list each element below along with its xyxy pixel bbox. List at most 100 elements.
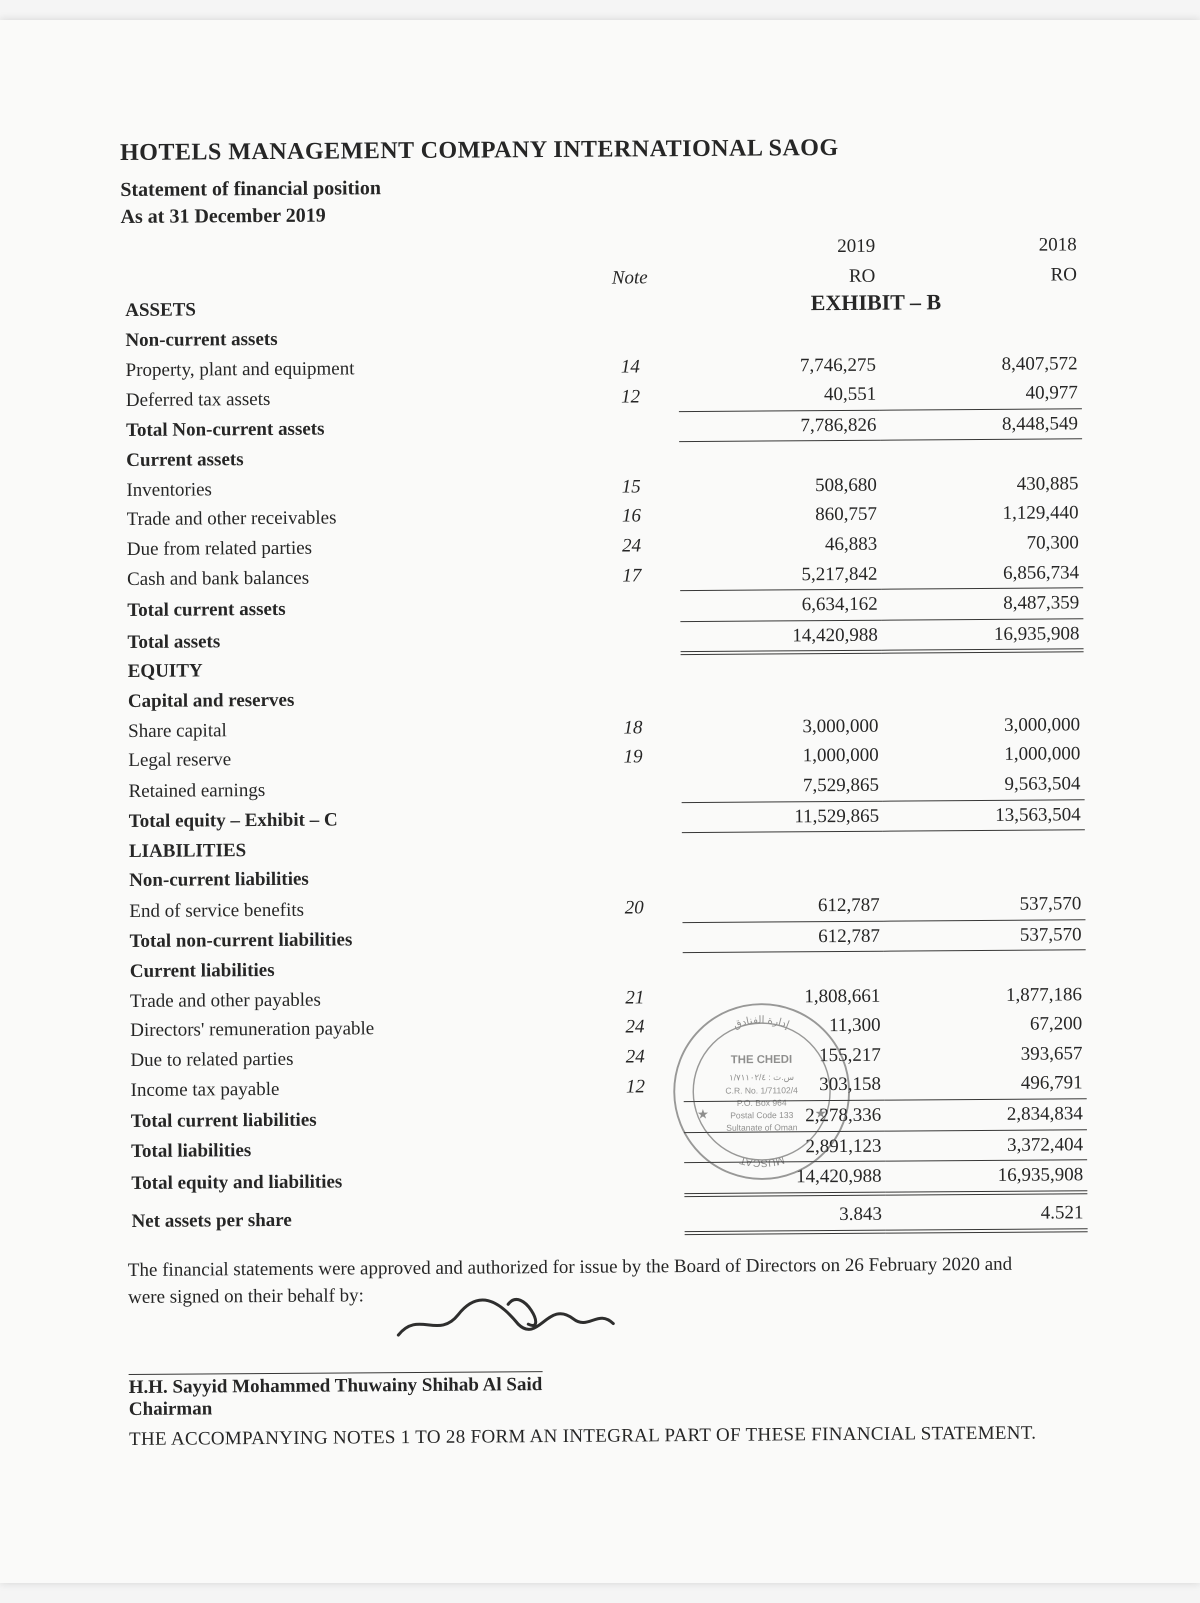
signature-icon — [388, 1278, 618, 1350]
signature-area — [388, 1305, 1088, 1350]
trecv-2018: 1,129,440 — [881, 499, 1083, 530]
totnca-label: Total Non-current assets — [122, 412, 583, 446]
totliab-2018: 3,372,404 — [885, 1129, 1087, 1161]
totnca-2018: 8,448,549 — [880, 409, 1082, 441]
retearn-label: Retained earnings — [124, 773, 585, 806]
totcl-2018: 2,834,834 — [885, 1099, 1087, 1131]
trecv-note: 16 — [583, 501, 679, 531]
col-2019-year: 2019 — [677, 232, 879, 263]
dtrp-2018: 393,657 — [885, 1039, 1087, 1070]
capres-heading: Capital and reserves — [124, 684, 585, 717]
company-name: HOTELS MANAGEMENT COMPANY INTERNATIONAL … — [120, 133, 1080, 167]
toteqliab-2018: 16,935,908 — [886, 1160, 1088, 1194]
dirrem-note: 24 — [587, 1012, 683, 1042]
cash-label: Cash and bank balances — [123, 561, 584, 594]
dfrp-note: 24 — [584, 531, 680, 561]
totca-2018: 8,487,359 — [882, 588, 1084, 620]
dirrem-2019: 11,300 — [683, 1011, 885, 1042]
tpay-note: 21 — [587, 983, 683, 1013]
sharecap-2019: 3,000,000 — [681, 711, 883, 742]
col-2018-unit: RO — [879, 260, 1081, 291]
inctax-2019: 303,158 — [683, 1070, 885, 1102]
col-2018-year: 2018 — [879, 230, 1081, 261]
inv-2018: 430,885 — [881, 469, 1083, 500]
totassets-2019: 14,420,988 — [680, 620, 882, 654]
sharecap-note: 18 — [585, 713, 681, 743]
tpay-2019: 1,808,661 — [683, 981, 885, 1012]
totca-label: Total current assets — [123, 591, 584, 625]
totassets-2018: 16,935,908 — [882, 619, 1084, 653]
totcl-2019: 2,278,336 — [684, 1100, 886, 1132]
dfrp-2019: 46,883 — [680, 530, 882, 561]
ppe-2018: 8,407,572 — [880, 349, 1082, 380]
cl-heading: Current liabilities — [126, 954, 587, 987]
trecv-2019: 860,757 — [679, 500, 881, 531]
col-2019-unit: RO — [678, 261, 880, 292]
signatory-block: H.H. Sayyid Mohammed Thuwainy Shihab Al … — [129, 1371, 543, 1421]
retearn-2019: 7,529,865 — [681, 771, 883, 803]
eosb-note: 20 — [586, 892, 682, 923]
totncl-label: Total non-current liabilities — [125, 923, 586, 957]
legalres-2019: 1,000,000 — [681, 741, 883, 772]
signatory-title: Chairman — [129, 1398, 213, 1420]
ca-heading: Current assets — [122, 443, 583, 476]
deftax-2019: 40,551 — [678, 380, 880, 412]
ppe-2019: 7,746,275 — [678, 350, 880, 381]
exhibit-label: EXHIBIT – B — [811, 289, 942, 316]
naps-label: Net assets per share — [127, 1202, 588, 1237]
deftax-2018: 40,977 — [880, 378, 1082, 410]
inctax-2018: 496,791 — [885, 1069, 1087, 1101]
legalres-2018: 1,000,000 — [883, 740, 1085, 771]
cash-2018: 6,856,734 — [881, 558, 1083, 590]
toteqliab-label: Total equity and liabilities — [127, 1164, 588, 1199]
dtrp-note: 24 — [587, 1042, 683, 1072]
inctax-label: Income tax payable — [127, 1072, 588, 1105]
tpay-2018: 1,877,186 — [884, 980, 1086, 1011]
integral-notes-footnote: THE ACCOMPANYING NOTES 1 TO 28 FORM AN I… — [129, 1422, 1089, 1451]
eosb-2018: 537,570 — [884, 889, 1086, 921]
sharecap-label: Share capital — [124, 714, 585, 747]
naps-2018: 4.521 — [886, 1198, 1088, 1231]
tpay-label: Trade and other payables — [126, 983, 587, 1016]
legalres-label: Legal reserve — [124, 743, 585, 776]
approval-line1: The financial statements were approved a… — [128, 1253, 1012, 1280]
sharecap-2018: 3,000,000 — [882, 710, 1084, 741]
deftax-note: 12 — [582, 381, 678, 412]
naps-2019: 3.843 — [684, 1200, 886, 1233]
totequity-label: Total equity – Exhibit – C — [125, 803, 586, 837]
totca-2019: 6,634,162 — [680, 589, 882, 621]
totcl-label: Total current liabilities — [127, 1102, 588, 1136]
row-naps: Net assets per share 3.843 4.521 — [127, 1198, 1087, 1236]
financial-table: 2019 2018 Note RO RO ASSETS Non-current … — [121, 230, 1088, 1238]
liab-heading: LIABILITIES — [125, 834, 586, 867]
totassets-label: Total assets — [123, 622, 584, 657]
cash-note: 17 — [584, 561, 680, 592]
document-page: HOTELS MANAGEMENT COMPANY INTERNATIONAL … — [0, 20, 1200, 1583]
totequity-2019: 11,529,865 — [681, 801, 883, 833]
inv-note: 15 — [583, 472, 679, 502]
deftax-label: Deferred tax assets — [122, 382, 583, 415]
as-at-date: As at 31 December 2019 — [120, 197, 1080, 231]
totliab-label: Total liabilities — [127, 1133, 588, 1167]
ppe-label: Property, plant and equipment — [122, 352, 583, 385]
inctax-note: 12 — [587, 1072, 683, 1103]
dirrem-2018: 67,200 — [884, 1009, 1086, 1040]
col-note: Note — [582, 263, 678, 293]
dfrp-2018: 70,300 — [881, 528, 1083, 559]
dtrp-2019: 155,217 — [683, 1040, 885, 1071]
totncl-2019: 612,787 — [682, 921, 884, 953]
retearn-2018: 9,563,504 — [883, 769, 1085, 801]
nca-heading: Non-current assets — [121, 323, 582, 356]
totliab-2019: 2,891,123 — [684, 1131, 886, 1163]
eosb-2019: 612,787 — [682, 891, 884, 923]
dirrem-label: Directors' remuneration payable — [126, 1013, 587, 1046]
trecv-label: Trade and other receivables — [123, 502, 584, 535]
equity-heading: EQUITY — [124, 654, 585, 687]
inv-2019: 508,680 — [679, 470, 881, 501]
dtrp-label: Due to related parties — [126, 1043, 587, 1076]
approval-line2: were signed on their behalf by: — [128, 1286, 364, 1309]
legalres-note: 19 — [585, 742, 681, 772]
signatory-name: H.H. Sayyid Mohammed Thuwainy Shihab Al … — [129, 1374, 543, 1398]
ppe-note: 14 — [582, 352, 678, 382]
cash-2019: 5,217,842 — [680, 559, 882, 591]
